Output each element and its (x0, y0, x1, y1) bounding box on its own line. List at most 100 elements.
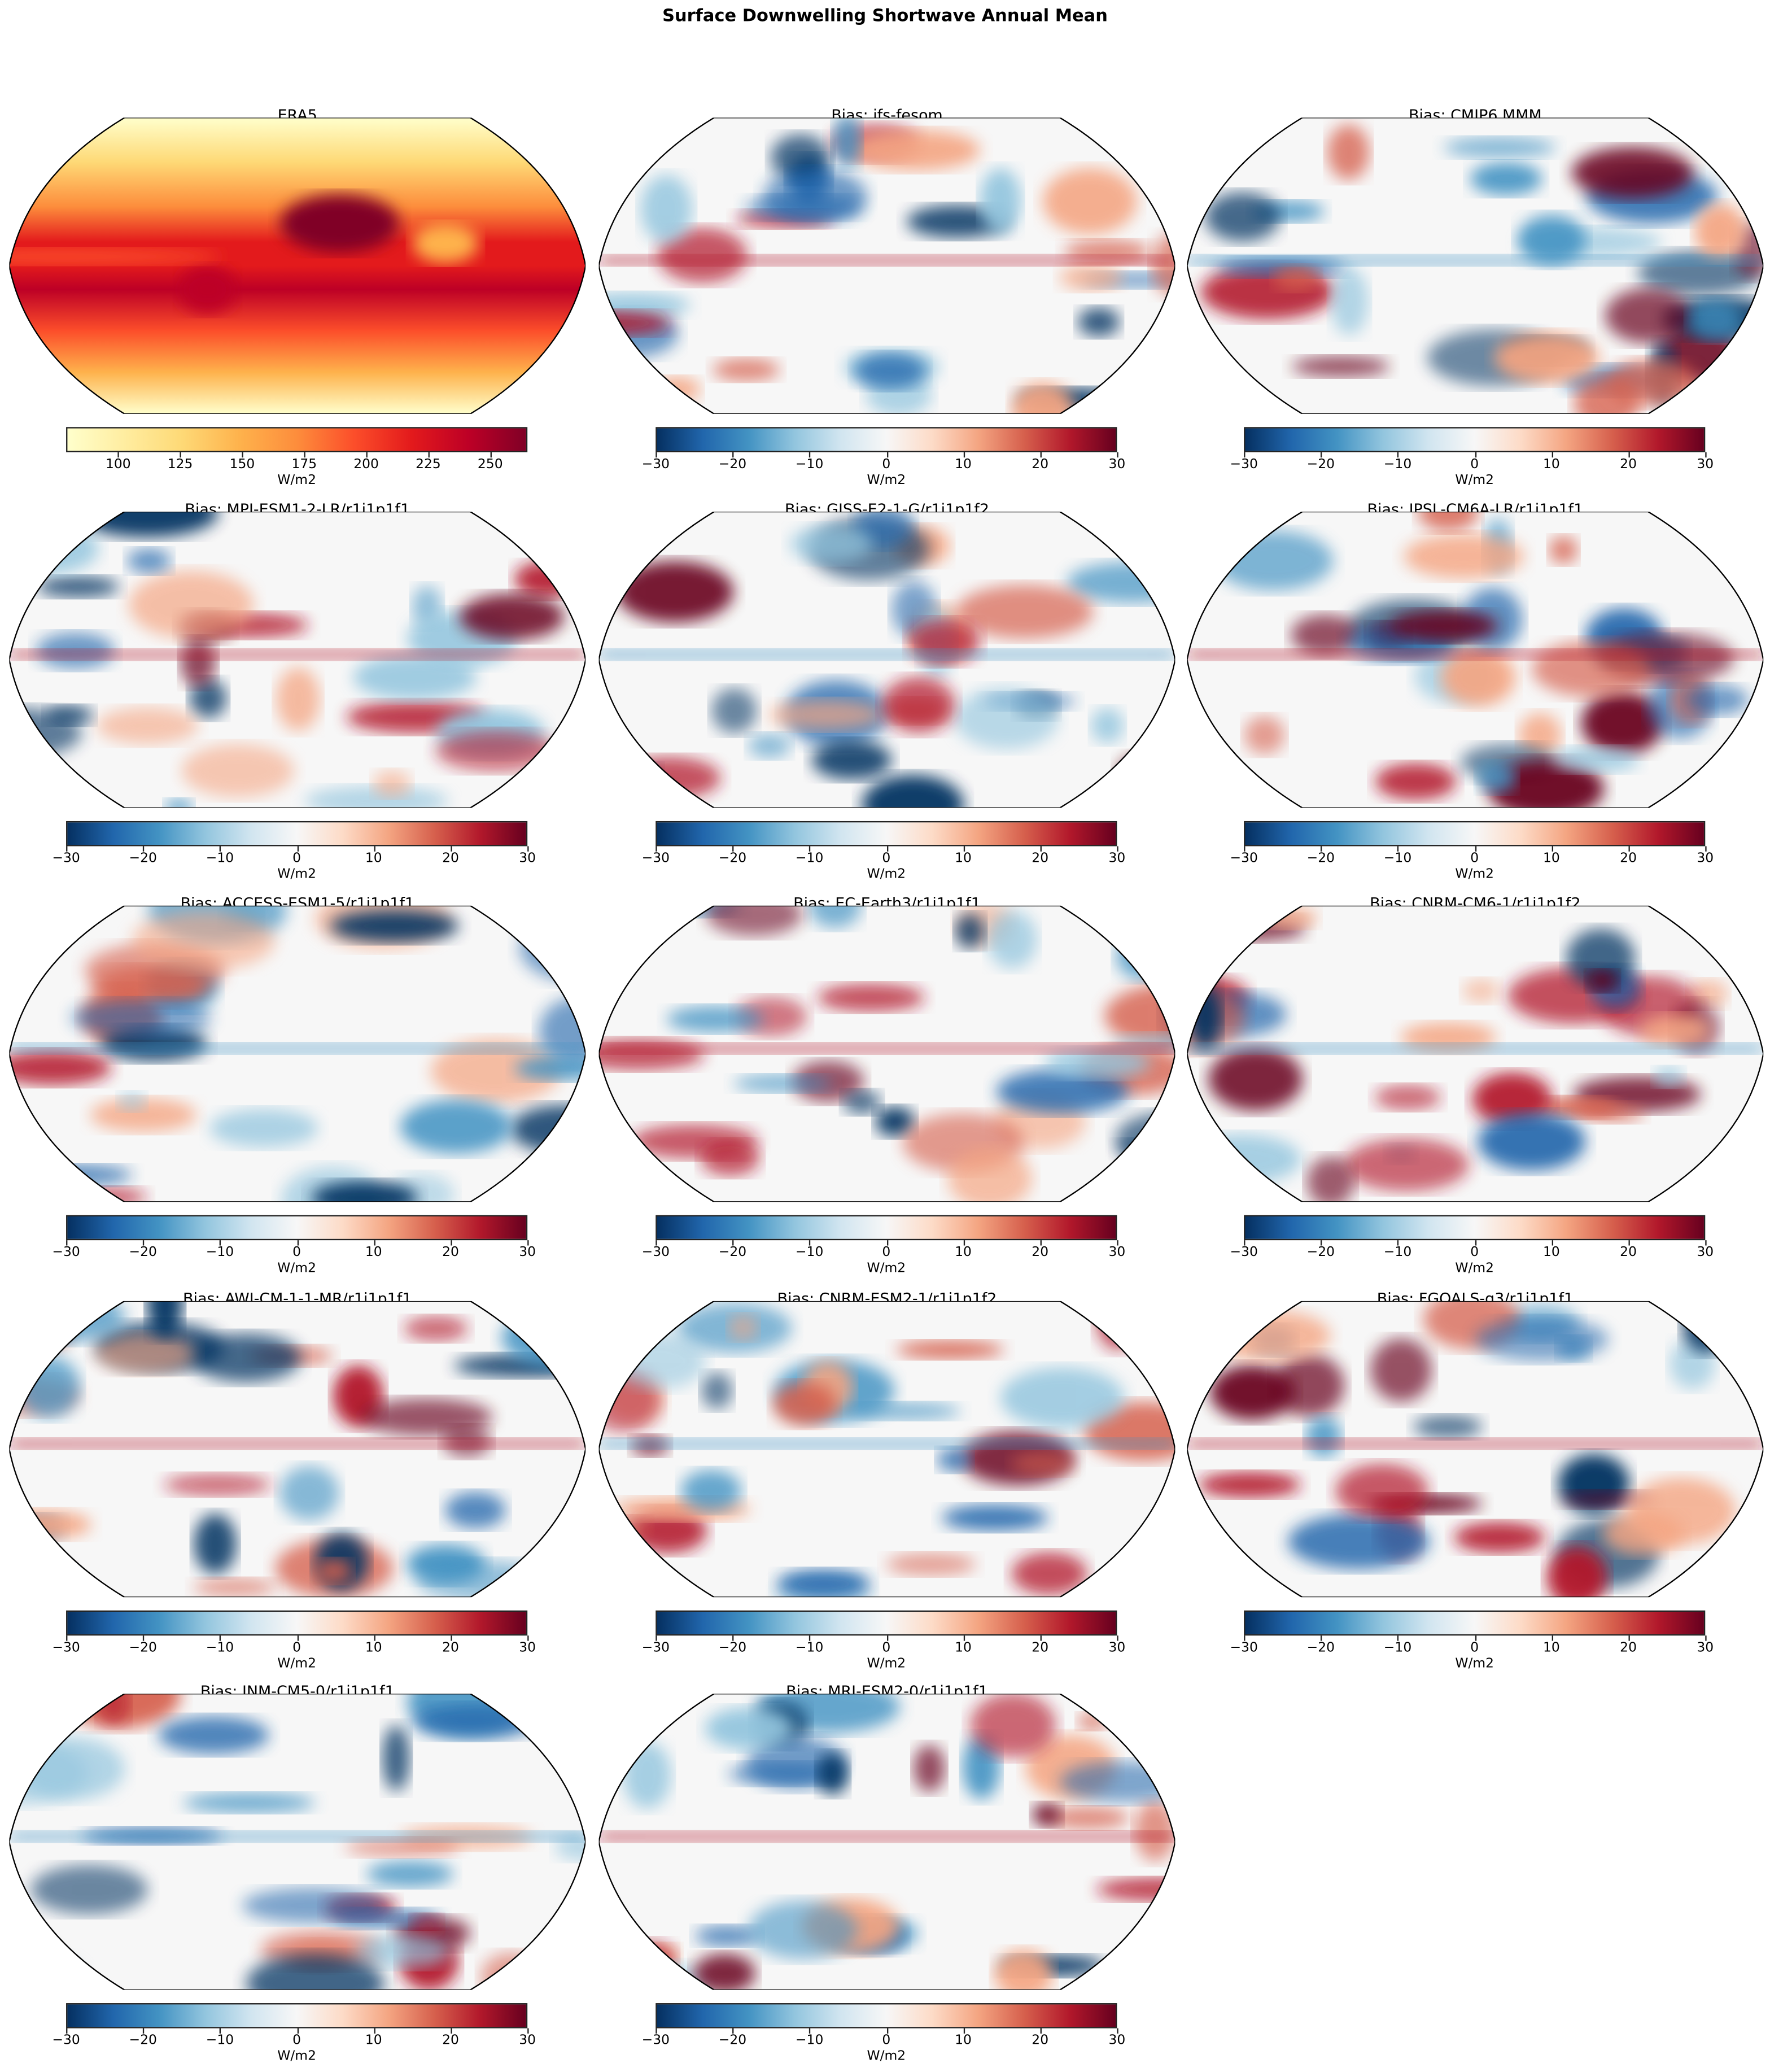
colorbar-tick-label: −10 (206, 1641, 234, 1656)
bias-region (129, 570, 254, 639)
bias-region (1689, 299, 1742, 341)
colorbar-tick-label: 20 (1620, 457, 1637, 472)
bias-region (1077, 307, 1120, 337)
bias-region (896, 1341, 1004, 1359)
equatorial-band (598, 1831, 1175, 1842)
colorbar-tick-label: 10 (955, 1641, 972, 1656)
colorbar-tick (886, 452, 888, 458)
colorbar-tick (220, 1240, 221, 1246)
colorbar-tick (1705, 1635, 1707, 1641)
bias-region (701, 1372, 733, 1410)
equatorial-band (598, 1438, 1175, 1450)
map-panel (598, 1301, 1175, 1598)
bias-region (875, 1106, 915, 1137)
bias-region (1441, 648, 1515, 706)
colorbar-tick (527, 846, 529, 852)
colorbar-tick-label: −10 (1383, 1641, 1412, 1656)
colorbar-tick (143, 2028, 145, 2034)
colorbar-tick-label: −20 (1306, 851, 1335, 866)
colorbar-tick (66, 1240, 68, 1246)
colorbar-tick-label: −30 (641, 1245, 670, 1260)
colorbar-tick-label: 20 (442, 2033, 459, 2048)
colorbar-tick-label: −30 (1230, 851, 1258, 866)
bias-region (1306, 1156, 1354, 1202)
bias-region (937, 1447, 972, 1472)
colorbar-tick-label: 125 (167, 457, 193, 472)
bias-region (1640, 1014, 1710, 1046)
colorbar (1244, 427, 1706, 452)
colorbar-tick-label: −30 (52, 1245, 80, 1260)
bias-region (1262, 908, 1317, 928)
bias-region (514, 561, 577, 598)
colorbar-label: W/m2 (277, 1261, 317, 1276)
colorbar-tick-label: −10 (1383, 851, 1412, 866)
equatorial-band (9, 1438, 586, 1450)
colorbar-tick-label: 20 (1620, 1641, 1637, 1656)
colorbar-tick-label: 0 (1470, 1245, 1479, 1260)
colorbar-label: W/m2 (867, 1656, 906, 1672)
colorbar-tick (655, 1240, 657, 1246)
colorbar-tick (1628, 452, 1630, 458)
colorbar (66, 1215, 528, 1241)
colorbar-tick (732, 2028, 734, 2034)
map-boundary (598, 1694, 1175, 1990)
colorbar-tick-label: 10 (365, 1245, 382, 1260)
colorbar-tick (1397, 1635, 1399, 1641)
equatorial-band (1187, 1043, 1764, 1054)
bias-region (1209, 1310, 1331, 1361)
bias-region (1686, 684, 1749, 715)
colorbar-tick (1117, 1240, 1118, 1246)
map-feature (280, 194, 400, 253)
bias-region (1370, 1338, 1432, 1402)
bias-region (540, 764, 586, 789)
colorbar-tick (1628, 846, 1630, 852)
map-panel (9, 905, 586, 1202)
colorbar-tick (373, 2028, 375, 2034)
colorbar-tick-label: 20 (1032, 2033, 1049, 2048)
bias-region (1335, 1463, 1428, 1519)
map-panel (598, 117, 1175, 414)
bias-region (706, 905, 803, 936)
bias-region (183, 1793, 316, 1813)
bias-region (382, 1725, 410, 1791)
bias-region (1208, 1047, 1303, 1111)
map-boundary (9, 117, 586, 414)
map-boundary (9, 905, 586, 1202)
bias-region (1291, 356, 1390, 377)
colorbar-tick-label: 20 (1620, 851, 1637, 866)
bias-region (1210, 1364, 1295, 1420)
colorbar-tick (963, 846, 965, 852)
bias-region (1118, 753, 1175, 796)
colorbar-tick-label: 10 (1542, 457, 1560, 472)
bias-region (9, 1050, 112, 1085)
colorbar-tick (1040, 1635, 1042, 1641)
colorbar-tick (1117, 452, 1118, 458)
colorbar-label: W/m2 (867, 2049, 906, 2064)
colorbar-label: W/m2 (867, 1261, 906, 1276)
equatorial-band (9, 1043, 586, 1054)
colorbar-tick (220, 846, 221, 852)
bias-region (842, 1090, 881, 1114)
bias-region (45, 1564, 76, 1598)
colorbar-tick (1551, 1240, 1553, 1246)
map-panel (598, 1694, 1175, 1990)
colorbar-tick (1474, 1240, 1476, 1246)
bias-region (1244, 716, 1285, 754)
bias-region (1032, 1803, 1062, 1827)
bias-region (1000, 1367, 1125, 1429)
colorbar-label: W/m2 (867, 473, 906, 488)
map-feature (178, 265, 237, 313)
map-feature (412, 223, 479, 263)
colorbar-tick-label: 20 (1032, 1641, 1049, 1656)
bias-region (640, 175, 693, 243)
bias-region (209, 1109, 318, 1148)
bias-region (615, 561, 734, 623)
bias-region (1288, 1513, 1430, 1569)
colorbar-tick (809, 1635, 811, 1641)
colorbar-tick (66, 1635, 68, 1641)
equatorial-band (1187, 255, 1764, 266)
colorbar (655, 1610, 1117, 1636)
colorbar-tick (1117, 2028, 1118, 2034)
colorbar-tick (1040, 452, 1042, 458)
